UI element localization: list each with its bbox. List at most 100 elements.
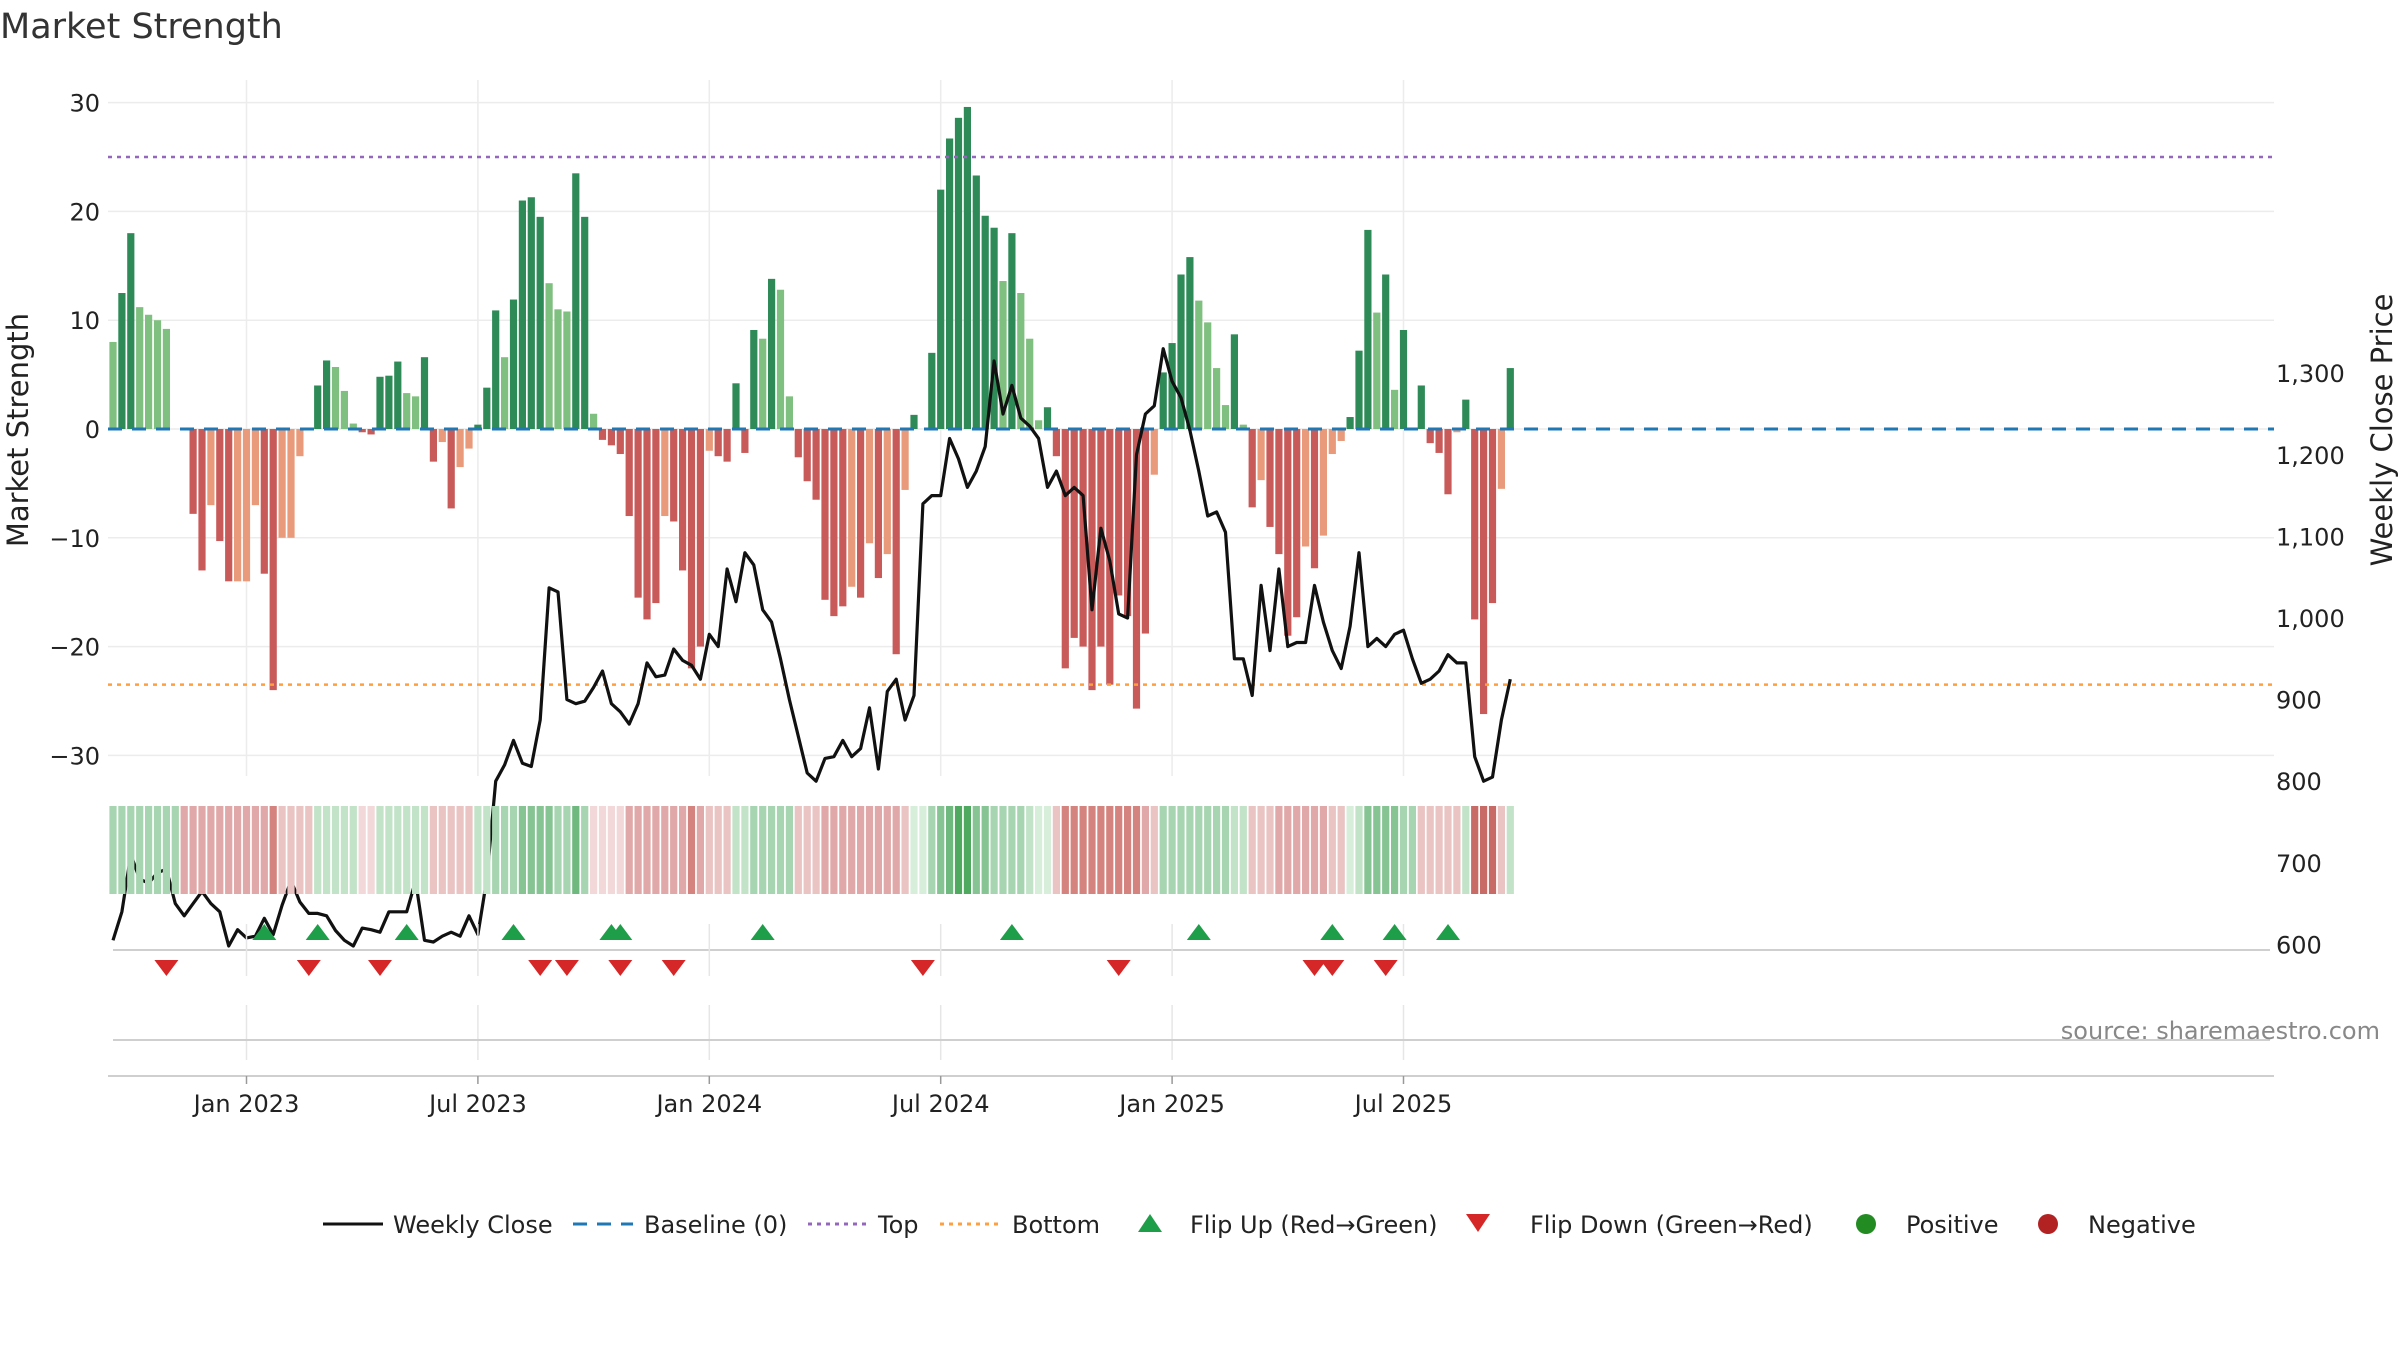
heat-cell: [340, 806, 348, 894]
strength-bar: [323, 360, 331, 429]
strength-bar: [536, 216, 544, 429]
strength-bar: [670, 429, 678, 522]
heat-cell: [865, 806, 874, 894]
strength-bar: [1052, 429, 1060, 457]
heat-cell: [305, 806, 313, 894]
heat-cell: [670, 806, 678, 894]
heat-cell: [162, 806, 170, 894]
strength-bar: [1008, 233, 1016, 429]
heat-cell: [412, 806, 420, 894]
strength-bar: [1497, 429, 1505, 489]
heat-cell: [687, 806, 696, 894]
strength-bar: [296, 429, 304, 457]
strength-bar: [438, 429, 446, 443]
strength-bar: [705, 429, 713, 451]
strength-bar: [1186, 257, 1194, 429]
strength-bar: [242, 429, 251, 582]
strength-bar: [1204, 322, 1212, 429]
strength-bar: [1453, 429, 1461, 433]
heat-cell: [679, 806, 687, 894]
heat-cell: [234, 806, 242, 894]
heat-cell: [1097, 806, 1105, 894]
heat-cell: [1186, 806, 1194, 894]
heat-cell: [732, 806, 740, 894]
strength-bar: [652, 429, 660, 604]
flip-up-marker: [999, 924, 1024, 940]
strength-bar: [403, 393, 411, 429]
strength-bar: [679, 429, 687, 571]
strength-bar: [385, 375, 393, 429]
y-tick-label: −10: [49, 525, 100, 553]
strength-bar: [1221, 405, 1230, 429]
heat-cell: [1070, 806, 1078, 894]
strength-bar: [696, 429, 704, 647]
legend-negative-icon: [2038, 1214, 2058, 1234]
strength-bar: [474, 424, 482, 429]
heat-cell: [616, 806, 624, 894]
strength-bar: [1177, 274, 1185, 429]
heat-cell: [474, 806, 482, 894]
heat-cell: [883, 806, 891, 894]
y-tick-label: −30: [49, 742, 100, 770]
strength-bar: [1506, 368, 1514, 429]
strength-bar: [1266, 429, 1274, 527]
x-tick-label: Jan 2023: [192, 1090, 300, 1118]
strength-bar: [1213, 368, 1221, 429]
strength-bar: [830, 429, 838, 617]
heat-cell: [145, 806, 153, 894]
heat-cell: [1319, 806, 1327, 894]
flip-up-marker: [608, 924, 633, 940]
heat-cell: [287, 806, 295, 894]
heat-cell: [1488, 806, 1497, 894]
strength-bar: [785, 396, 793, 429]
weekly-close-line: [111, 347, 1512, 948]
legend-flip-up-icon: [1138, 1214, 1162, 1232]
heat-cell: [483, 806, 491, 894]
legend-positive-icon: [1856, 1214, 1876, 1234]
strength-bar: [625, 429, 633, 517]
heat-cell: [1052, 806, 1060, 894]
strength-bar: [1115, 429, 1123, 596]
flip-up-marker: [750, 924, 775, 940]
strength-bar: [1328, 429, 1336, 455]
heat-cell: [1043, 806, 1052, 894]
strength-bar: [109, 341, 117, 429]
strength-bar: [412, 396, 420, 429]
heat-cell: [447, 806, 455, 894]
strength-bar: [607, 429, 615, 446]
heat-cell: [1471, 806, 1479, 894]
heat-cell: [1141, 806, 1149, 894]
heat-cell: [696, 806, 704, 894]
strength-bar: [1239, 424, 1247, 429]
heat-cell: [492, 806, 500, 894]
chart-title: Market Strength: [0, 7, 283, 47]
heat-cell: [1355, 806, 1363, 894]
heat-cell: [1168, 806, 1176, 894]
heat-cell: [830, 806, 838, 894]
heat-cell: [225, 806, 233, 894]
heat-cell: [1373, 806, 1381, 894]
heat-cell: [803, 806, 811, 894]
main-panel: 30 20 10 0 −10 −20 −30 1,300 1,200 1,100 1,000 900…: [49, 80, 2345, 959]
strength-bar: [946, 138, 954, 429]
heat-cell: [946, 806, 954, 894]
heat-cell: [1462, 806, 1470, 894]
heat-cell: [323, 806, 331, 894]
heat-cell: [1115, 806, 1123, 894]
y-tick-label: 0: [85, 416, 100, 444]
strength-bar: [1026, 338, 1034, 429]
heat-cell: [269, 806, 277, 894]
strength-bar: [634, 429, 642, 598]
heat-cell: [1061, 806, 1069, 894]
strength-bar: [501, 357, 509, 429]
heat-cell: [821, 806, 829, 894]
heat-cell: [1399, 806, 1408, 894]
heat-cell: [465, 806, 473, 894]
heat-cell: [999, 806, 1007, 894]
lower-panel: [108, 1005, 2274, 1077]
heat-cell: [171, 806, 179, 894]
heat-cell: [242, 806, 251, 894]
heat-cell: [1497, 806, 1505, 894]
strength-bar: [1426, 429, 1434, 444]
strength-bar: [145, 314, 153, 429]
